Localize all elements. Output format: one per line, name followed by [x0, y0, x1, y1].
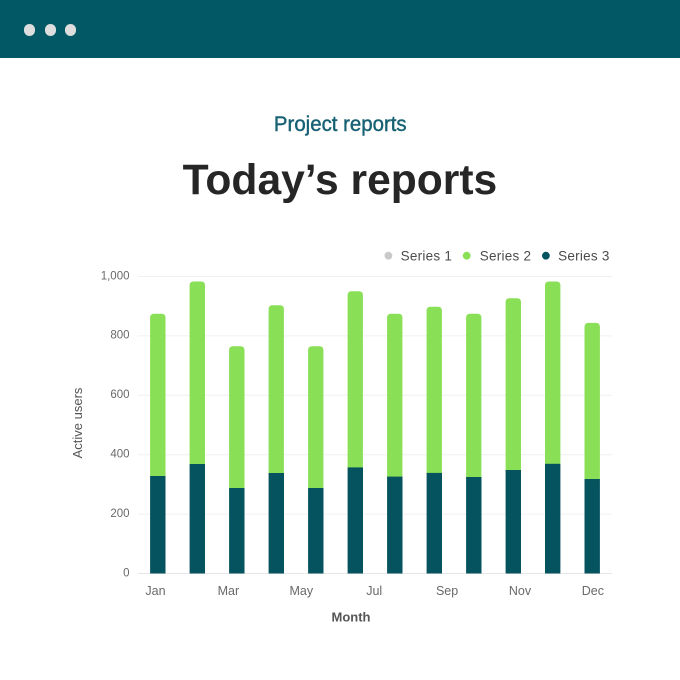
svg-text:800: 800	[110, 330, 129, 342]
svg-text:Nov: Nov	[509, 584, 532, 598]
svg-text:Series 1: Series 1	[401, 248, 453, 263]
svg-text:Mar: Mar	[218, 584, 240, 598]
svg-text:600: 600	[110, 389, 129, 401]
svg-text:Series 3: Series 3	[558, 248, 610, 263]
svg-text:Dec: Dec	[582, 584, 604, 598]
svg-text:Jul: Jul	[366, 584, 382, 598]
svg-text:Jan: Jan	[145, 584, 165, 598]
svg-text:200: 200	[110, 508, 129, 520]
svg-text:400: 400	[110, 449, 129, 461]
svg-text:Active users: Active users	[70, 387, 85, 458]
svg-text:Month: Month	[332, 610, 371, 625]
svg-text:Series 2: Series 2	[480, 248, 532, 263]
svg-text:1,000: 1,000	[101, 270, 130, 282]
svg-text:May: May	[289, 584, 313, 598]
svg-text:Sep: Sep	[436, 584, 458, 598]
svg-text:0: 0	[123, 567, 129, 579]
